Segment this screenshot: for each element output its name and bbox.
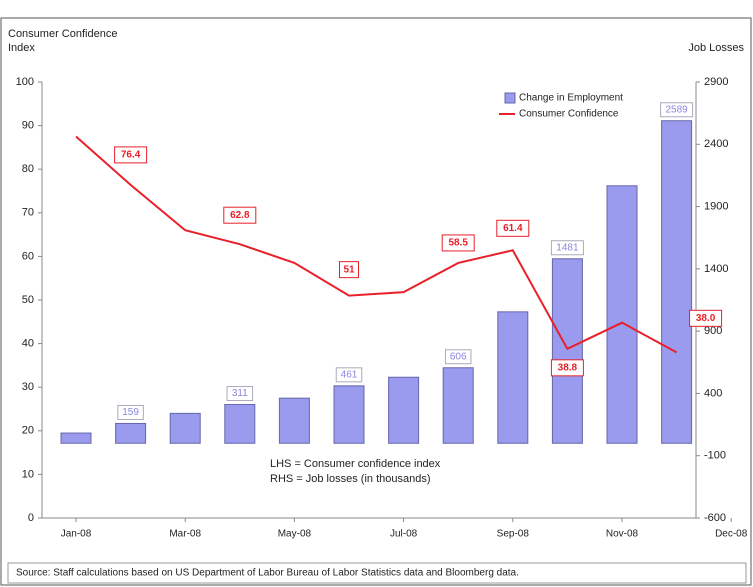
annotation: LHS = Consumer confidence index: [270, 458, 441, 470]
y2-tick-label: 1400: [704, 263, 728, 275]
x-tick-label: Jan-08: [61, 529, 92, 540]
data-label-box: [496, 219, 530, 237]
data-label-box: [689, 309, 723, 327]
frame: [0, 17, 752, 586]
bar: [497, 311, 529, 444]
bar: [606, 185, 638, 444]
y2-tick-label: -100: [704, 450, 726, 462]
x-tick-label: Nov-08: [606, 529, 639, 540]
y2-tick-label: 2400: [704, 138, 728, 150]
y2-tick-label: 400: [704, 387, 722, 399]
y-tick-label: 30: [22, 381, 34, 393]
y-tick-label: 20: [22, 425, 34, 437]
line: [75, 135, 678, 354]
y-tick-label: 100: [16, 76, 34, 88]
x-tick-label: Dec-08: [715, 529, 748, 540]
y-tick-label: 70: [22, 207, 34, 219]
bar: [60, 432, 92, 444]
data-label-box: [114, 146, 148, 164]
data-label: 311: [232, 388, 248, 399]
data-label: 461: [341, 369, 358, 380]
y-tick-label: 50: [22, 294, 34, 306]
y-tick-label: 40: [22, 338, 34, 350]
x-tick-label: May-08: [278, 529, 312, 540]
y-tick-label: 90: [22, 120, 34, 132]
bar: [551, 258, 583, 444]
source: Source: Staff calculations based on US D…: [16, 568, 519, 579]
data-label-box: [550, 240, 584, 256]
x-tick-label: Jul-08: [390, 529, 418, 540]
x-tick-label: Sep-08: [497, 529, 530, 540]
y-tick-label: 60: [22, 250, 34, 262]
y2-axis-title: Job Losses: [688, 42, 744, 54]
data-label: 1481: [556, 242, 579, 253]
bar: [115, 422, 147, 444]
data-label: 61.4: [503, 223, 523, 234]
bar: [224, 404, 256, 444]
data-label-box: [223, 206, 257, 224]
data-label: 38.8: [558, 362, 578, 373]
data-label-box: [550, 359, 584, 377]
data-label: 2589: [665, 104, 688, 115]
data-label-box: [444, 349, 472, 365]
y-tick-label: 80: [22, 163, 34, 175]
data-label: 51: [343, 264, 355, 275]
annotation: RHS = Job losses (in thousands): [270, 473, 431, 485]
data-label: 606: [450, 351, 467, 362]
y-axis-title: Index: [8, 42, 35, 54]
legend-label: Change in Employment: [519, 93, 623, 104]
data-label: 38.0: [696, 313, 716, 324]
data-label: 62.8: [230, 210, 250, 221]
y2-tick-label: 1900: [704, 200, 728, 212]
data-label-box: [226, 386, 254, 402]
data-label-box: [339, 261, 359, 279]
y2-tick-label: 2900: [704, 76, 728, 88]
bar: [333, 385, 365, 444]
y2-tick-label: 900: [704, 325, 722, 337]
bar: [388, 376, 420, 444]
data-label: 76.4: [121, 150, 141, 161]
bar: [442, 367, 474, 444]
x-tick-label: Mar-08: [169, 529, 201, 540]
data-label-box: [660, 102, 694, 118]
y-axis-title: Consumer Confidence: [8, 28, 117, 40]
legend-swatch: [504, 92, 516, 104]
bar: [278, 397, 310, 444]
y-tick-label: 0: [28, 512, 34, 524]
data-label-box: [441, 234, 475, 252]
bar: [169, 412, 201, 444]
source-box: [7, 562, 747, 584]
bar: [661, 120, 693, 444]
data-label: 159: [122, 407, 139, 418]
y-tick-label: 10: [22, 468, 34, 480]
data-label-box: [117, 404, 144, 420]
data-label: 58.5: [448, 238, 468, 249]
legend-label: Consumer Confidence: [519, 109, 619, 120]
y2-tick-label: -600: [704, 512, 726, 524]
data-label-box: [335, 367, 363, 383]
